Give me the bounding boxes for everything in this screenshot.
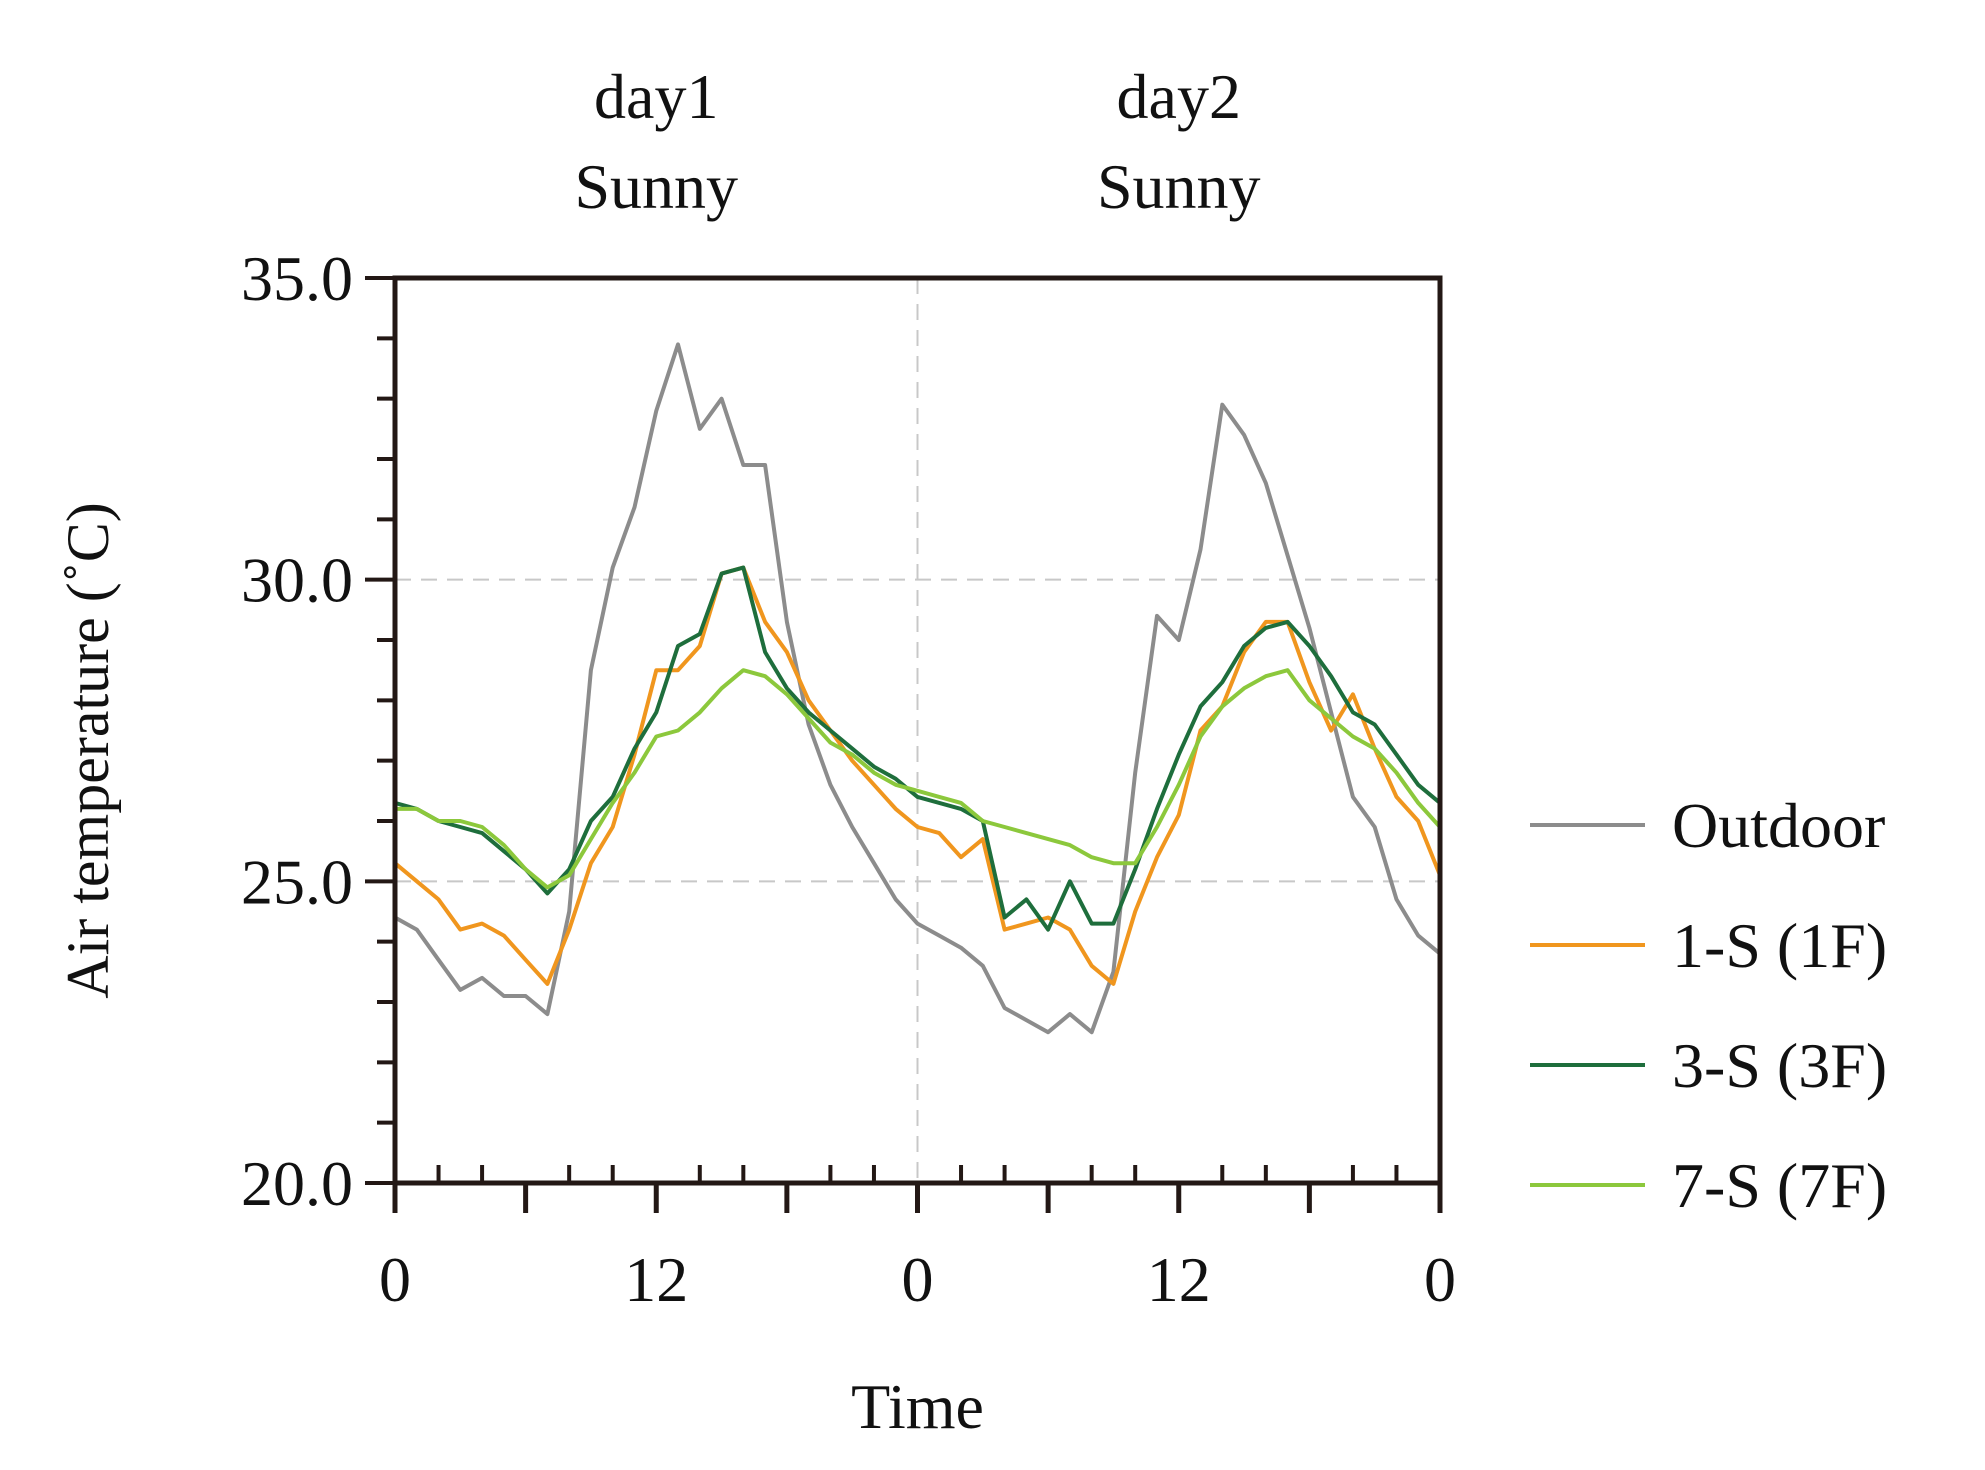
series-line-outdoor: [393, 342, 1442, 1035]
gridlines: [395, 278, 1440, 1183]
day-weather-label: Sunny: [1097, 151, 1261, 222]
series-line-1-s-1f-: [393, 565, 1442, 986]
x-tick-label: 12: [1147, 1244, 1211, 1315]
x-tick-label: 0: [902, 1244, 934, 1315]
series-line-7-s-7f-: [393, 668, 1442, 890]
x-tick-label: 0: [1424, 1244, 1456, 1315]
y-axis-title: Air temperature (˚C): [55, 502, 121, 998]
x-tick-label: 12: [624, 1244, 688, 1315]
day-header-label: day1: [594, 61, 718, 132]
y-tick-label: 35.0: [241, 243, 353, 314]
day-headers: day1 Sunny day2 Sunny: [574, 61, 1260, 222]
series-lines: [393, 342, 1442, 1035]
y-tick-label: 25.0: [241, 846, 353, 917]
day-weather-label: Sunny: [574, 151, 738, 222]
series-line-3-s-3f-: [393, 565, 1442, 932]
x-axis-title: Time: [851, 1371, 984, 1442]
tick-labels: 20.0 25.0 30.0 35.0 0 12 0 12 0: [241, 243, 1456, 1315]
day-header-label: day2: [1117, 61, 1241, 132]
legend-label: 7-S (7F): [1672, 1150, 1887, 1221]
legend-label: 1-S (1F): [1672, 910, 1887, 981]
legend-label: Outdoor: [1672, 790, 1885, 861]
y-tick-label: 30.0: [241, 545, 353, 616]
x-tick-label: 0: [379, 1244, 411, 1315]
legend: Outdoor 1-S (1F) 3-S (3F) 7-S (7F): [1530, 790, 1887, 1221]
legend-label: 3-S (3F): [1672, 1030, 1887, 1101]
y-tick-label: 20.0: [241, 1148, 353, 1219]
tick-marks: [365, 276, 1443, 1213]
